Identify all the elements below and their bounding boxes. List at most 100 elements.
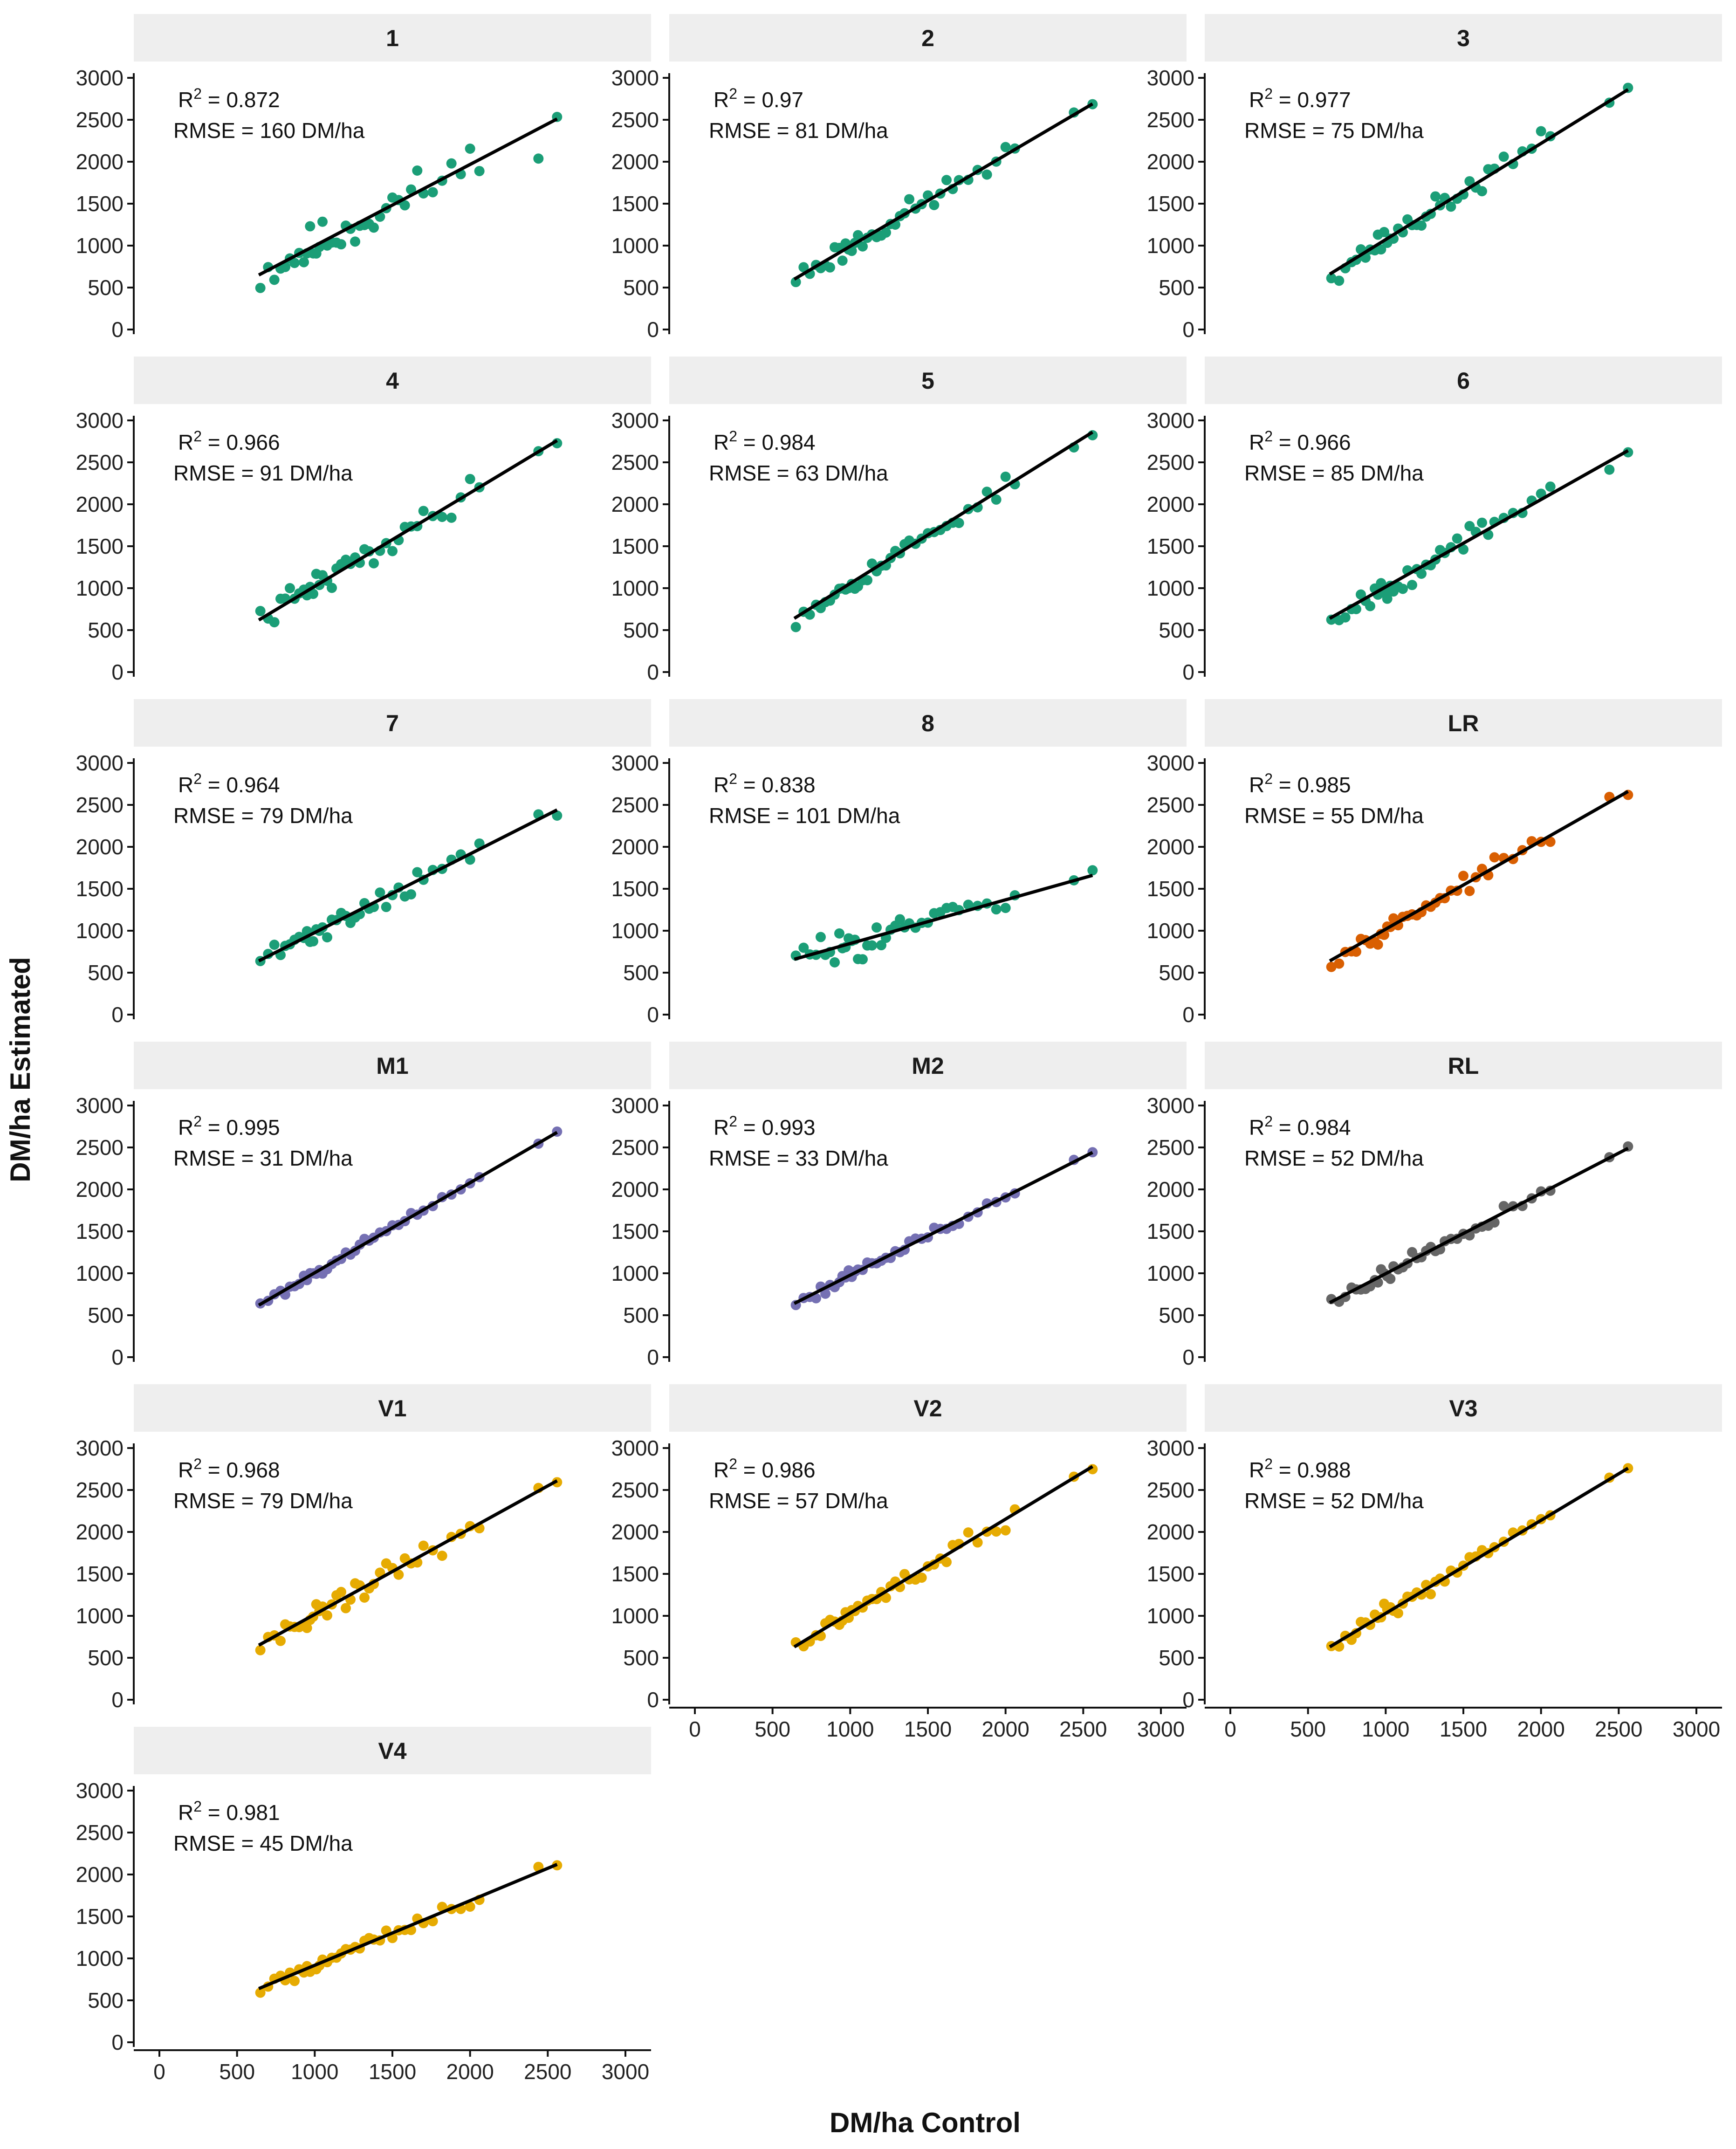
data-point <box>881 1593 891 1603</box>
y-tick-label: 1500 <box>611 1219 659 1243</box>
y-tick-label: 3000 <box>76 1093 124 1118</box>
y-tick-label: 2500 <box>76 1135 124 1160</box>
data-point <box>1489 852 1500 863</box>
facet-strip <box>134 1384 651 1432</box>
data-point <box>308 589 318 599</box>
data-point <box>816 932 826 942</box>
y-tick-label: 500 <box>88 961 124 985</box>
data-point <box>446 512 457 523</box>
x-tick-label: 500 <box>755 1717 790 1741</box>
data-point <box>465 144 475 154</box>
y-tick-label: 500 <box>623 1303 659 1327</box>
y-tick-label: 1000 <box>76 1261 124 1285</box>
r2-annotation: R2 = 0.977 <box>1249 85 1351 112</box>
facet-label: 3 <box>1457 25 1470 51</box>
data-point <box>916 1572 927 1583</box>
data-point <box>375 887 385 898</box>
panel-rl: RL 0 500 1000 1500 2000 2500 3000 R2 = 0.984 RMSE… <box>1147 1042 1722 1369</box>
data-point <box>830 957 840 968</box>
r2-annotation: R2 = 0.986 <box>714 1456 816 1482</box>
r2-annotation: R2 = 0.995 <box>178 1113 280 1140</box>
data-point <box>837 255 848 266</box>
y-tick-label: 2500 <box>76 1820 124 1845</box>
x-tick-label: 0 <box>689 1717 701 1741</box>
y-tick-label: 1000 <box>1147 919 1194 943</box>
y-tick-label: 3000 <box>1147 751 1194 775</box>
facet-label: 8 <box>921 710 934 736</box>
facet-strip <box>669 357 1187 404</box>
y-tick-label: 0 <box>647 317 659 342</box>
data-point <box>981 487 992 497</box>
data-point <box>811 1293 821 1304</box>
y-tick-label: 0 <box>111 1688 124 1712</box>
data-point <box>1376 578 1386 589</box>
x-tick-label: 2000 <box>446 2060 494 2084</box>
data-point <box>305 221 316 232</box>
data-point <box>1372 939 1383 950</box>
y-tick-label: 1000 <box>76 919 124 943</box>
data-point <box>1326 961 1337 972</box>
data-point <box>269 617 280 628</box>
y-tick-label: 2000 <box>76 150 124 174</box>
data-point <box>963 1527 974 1538</box>
data-point <box>1452 533 1462 544</box>
rmse-annotation: RMSE = 75 DM/ha <box>1244 118 1424 143</box>
y-tick-label: 500 <box>623 1646 659 1670</box>
y-tick-label: 500 <box>623 275 659 300</box>
y-tick-label: 1500 <box>611 192 659 216</box>
data-point <box>1498 151 1509 162</box>
y-tick-label: 1000 <box>611 1261 659 1285</box>
data-point <box>412 165 423 176</box>
x-tick-label: 1000 <box>826 1717 874 1741</box>
y-tick-label: 3000 <box>1147 1093 1194 1118</box>
panel-6: 6 0 500 1000 1500 2000 2500 3000 R2 = 0.966 RMSE … <box>1147 357 1722 684</box>
data-point <box>255 1987 266 1998</box>
data-point <box>1477 186 1487 197</box>
data-point <box>446 158 457 169</box>
x-tick-label: 2000 <box>981 1717 1029 1741</box>
r2-annotation: R2 = 0.985 <box>1249 770 1351 797</box>
rmse-annotation: RMSE = 52 DM/ha <box>1244 1489 1424 1513</box>
data-point <box>317 216 328 227</box>
data-point <box>299 257 309 268</box>
y-tick-label: 500 <box>88 618 124 642</box>
data-point <box>1430 191 1441 202</box>
data-point <box>418 1540 429 1551</box>
data-point <box>1604 464 1615 475</box>
y-tick-label: 2000 <box>76 1862 124 1887</box>
rmse-annotation: RMSE = 91 DM/ha <box>173 461 353 485</box>
data-point <box>280 261 290 272</box>
data-point <box>1458 871 1468 881</box>
rmse-annotation: RMSE = 101 DM/ha <box>709 803 900 828</box>
data-point <box>1398 584 1408 594</box>
data-point <box>820 1288 830 1299</box>
facet-strip <box>1205 699 1722 747</box>
data-point <box>255 1645 266 1655</box>
y-tick-label: 3000 <box>611 66 659 90</box>
panel-3: 3 0 500 1000 1500 2000 2500 3000 R2 = 0.977 RMSE … <box>1147 14 1722 342</box>
r2-annotation: R2 = 0.993 <box>714 1113 816 1140</box>
y-tick-label: 2000 <box>611 150 659 174</box>
y-tick-label: 2500 <box>1147 1478 1194 1502</box>
data-point <box>790 622 801 632</box>
data-point <box>289 1976 300 1986</box>
data-point <box>858 241 868 252</box>
y-tick-label: 0 <box>647 660 659 684</box>
y-tick-label: 1500 <box>1147 1562 1194 1586</box>
y-tick-label: 1500 <box>1147 534 1194 558</box>
y-tick-label: 3000 <box>76 408 124 433</box>
y-tick-label: 500 <box>88 1988 124 2012</box>
data-point <box>308 936 318 947</box>
x-tick-label: 3000 <box>1673 1717 1720 1741</box>
facet-strip <box>1205 1042 1722 1089</box>
fit-line <box>1329 1467 1629 1648</box>
data-point <box>1334 275 1345 286</box>
y-tick-label: 2500 <box>611 1135 659 1160</box>
y-tick-label: 3000 <box>611 1093 659 1118</box>
y-tick-label: 2500 <box>1147 450 1194 474</box>
panel-m2: M2 0 500 1000 1500 2000 2500 3000 R2 = 0.993 RMSE… <box>611 1042 1187 1369</box>
r2-annotation: R2 = 0.968 <box>178 1456 280 1482</box>
fit-line <box>1329 1147 1629 1305</box>
panel-v3: V3 0 500 1000 1500 2000 2500 3000 0 500 1000 1500 20… <box>1147 1384 1722 1741</box>
fit-line <box>793 1465 1094 1648</box>
